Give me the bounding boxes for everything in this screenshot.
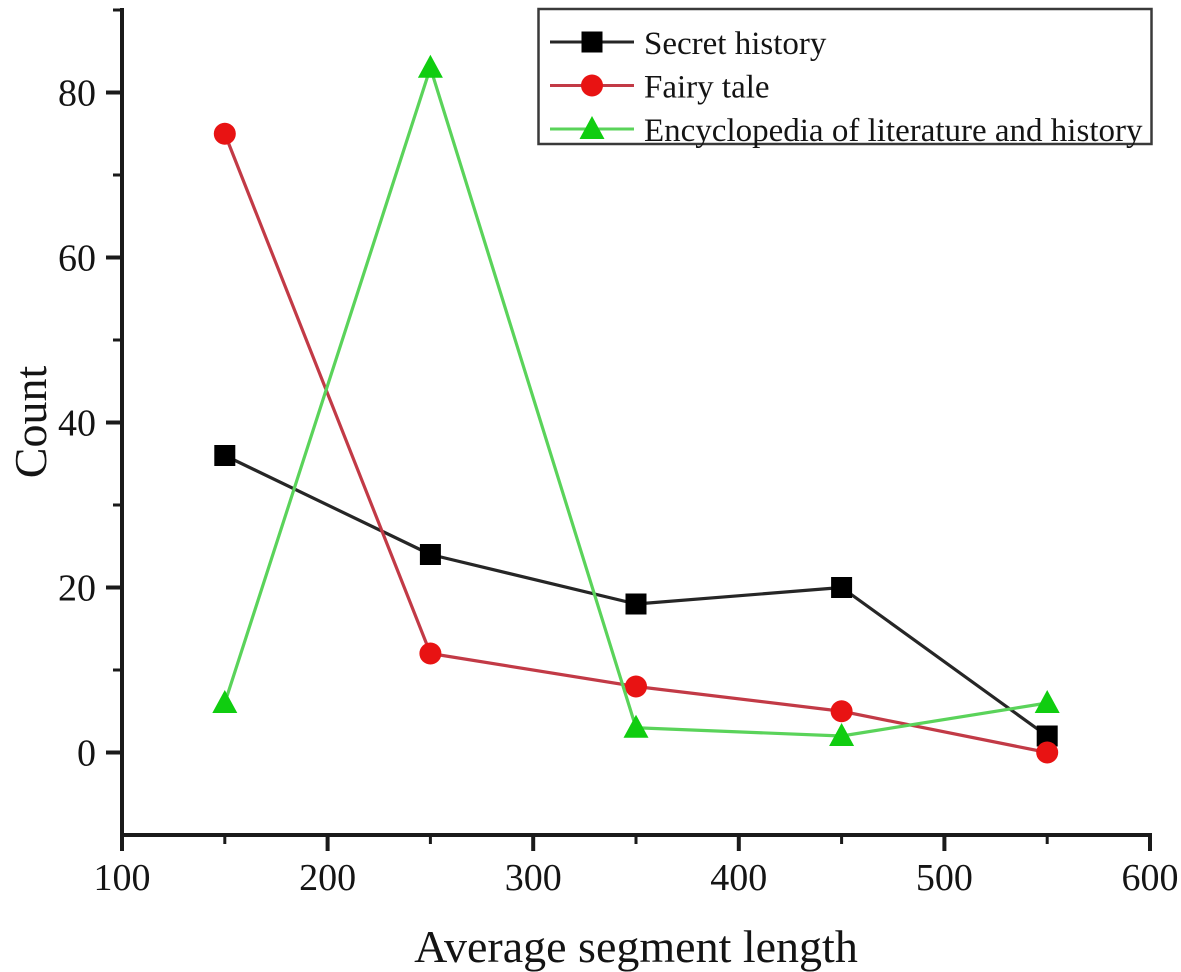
legend-square-icon (581, 31, 603, 53)
legend-label-fairy-tale: Fairy tale (644, 70, 770, 106)
x-axis-tick-label: 300 (505, 857, 562, 899)
marker-secret-history (625, 593, 647, 615)
marker-fairy-tale (419, 642, 442, 665)
marker-encyclopedia-of-literature-and-history (417, 54, 443, 78)
y-axis-tick-label: 60 (58, 238, 96, 280)
marker-secret-history (1036, 725, 1058, 747)
legend-label-secret-history: Secret history (644, 26, 827, 62)
marker-fairy-tale (1036, 741, 1059, 764)
series-line-fairy-tale (223, 133, 1048, 755)
marker-secret-history (419, 544, 441, 565)
marker-encyclopedia-of-literature-and-history (212, 690, 238, 713)
x-axis-tick-label: 100 (94, 857, 151, 899)
y-axis-tick-label: 0 (77, 733, 96, 775)
y-axis-tick-label: 80 (58, 73, 96, 115)
marker-fairy-tale (625, 675, 647, 698)
marker-encyclopedia-of-literature-and-history (829, 723, 855, 746)
legend-circle-icon (581, 74, 603, 97)
x-axis-title: Average segment length (414, 921, 858, 972)
legend-box (537, 7, 1153, 146)
x-axis-tick-label: 500 (916, 857, 973, 899)
x-axis-tick-label: 600 (1122, 857, 1179, 899)
marker-secret-history (831, 577, 853, 598)
series-line-encyclopedia-of-literature-and-history (223, 66, 1048, 738)
marker-encyclopedia-of-literature-and-history (1034, 690, 1060, 713)
y-axis-title: Count (5, 366, 56, 479)
y-axis-tick-label: 40 (58, 403, 96, 445)
x-axis-tick-label: 400 (710, 857, 767, 899)
marker-encyclopedia-of-literature-and-history (623, 714, 649, 738)
legend-label-encyclopedia-of-literature-and-history: Encyclopedia of literature and history (644, 113, 1143, 149)
x-axis-tick-label: 200 (299, 857, 356, 899)
marker-fairy-tale (213, 122, 236, 145)
plot-area: 100 200 300 400 500 600 0 20 40 60 80 Secret histor… (58, 7, 1179, 899)
marker-secret-history (214, 445, 236, 466)
legend-triangle-icon (579, 116, 605, 139)
marker-fairy-tale (830, 700, 853, 723)
y-axis-tick-label: 20 (58, 568, 96, 610)
